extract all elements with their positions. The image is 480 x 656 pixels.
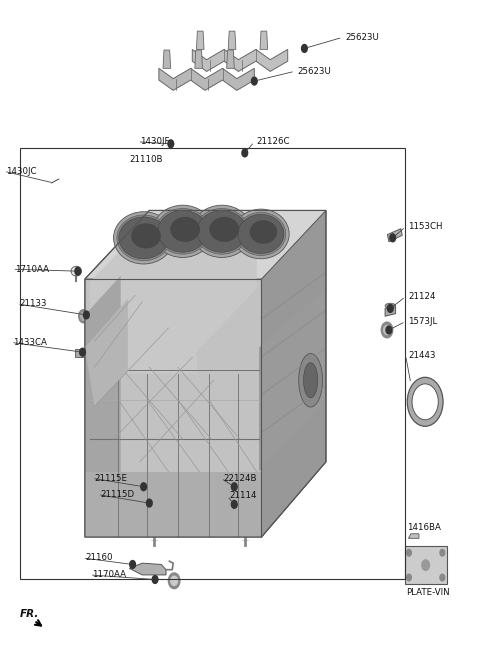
Polygon shape <box>385 306 396 316</box>
Polygon shape <box>192 49 288 72</box>
Polygon shape <box>85 298 128 406</box>
Ellipse shape <box>412 384 438 420</box>
Circle shape <box>384 325 390 335</box>
Circle shape <box>81 312 86 320</box>
Circle shape <box>242 149 248 157</box>
Text: 21133: 21133 <box>20 299 47 308</box>
Text: 1430JC: 1430JC <box>6 167 36 176</box>
Circle shape <box>407 550 411 556</box>
Ellipse shape <box>119 217 168 258</box>
Text: 1710AA: 1710AA <box>15 265 49 274</box>
Ellipse shape <box>131 223 161 249</box>
Circle shape <box>141 483 146 491</box>
Text: 21115D: 21115D <box>100 490 134 499</box>
Circle shape <box>422 560 430 570</box>
Circle shape <box>440 550 445 556</box>
Circle shape <box>168 573 180 588</box>
Circle shape <box>79 310 88 323</box>
Ellipse shape <box>236 213 286 255</box>
Polygon shape <box>262 211 326 537</box>
Text: PLATE-VIN: PLATE-VIN <box>406 588 450 597</box>
Circle shape <box>146 499 152 507</box>
Text: 21126C: 21126C <box>257 137 290 146</box>
Text: 21114: 21114 <box>229 491 257 501</box>
Text: 1433CA: 1433CA <box>13 338 47 347</box>
Text: 21160: 21160 <box>85 554 112 562</box>
Ellipse shape <box>238 215 284 253</box>
Ellipse shape <box>209 217 239 242</box>
Ellipse shape <box>71 266 82 276</box>
Polygon shape <box>408 534 419 539</box>
Ellipse shape <box>299 354 323 407</box>
Text: FR.: FR. <box>20 609 39 619</box>
Ellipse shape <box>197 211 247 252</box>
Ellipse shape <box>114 212 174 264</box>
Circle shape <box>231 483 237 491</box>
Text: 21124: 21124 <box>408 292 435 301</box>
Circle shape <box>84 311 89 319</box>
Circle shape <box>152 575 158 583</box>
Ellipse shape <box>156 209 209 254</box>
Polygon shape <box>85 472 262 537</box>
Circle shape <box>80 348 85 356</box>
Text: 21115E: 21115E <box>95 474 128 483</box>
Text: 1153CH: 1153CH <box>408 222 443 232</box>
Circle shape <box>252 77 257 85</box>
Ellipse shape <box>170 217 200 242</box>
Polygon shape <box>129 563 166 575</box>
Circle shape <box>381 322 393 338</box>
Text: 25623U: 25623U <box>297 67 331 76</box>
Polygon shape <box>90 220 257 374</box>
Circle shape <box>390 234 396 242</box>
Ellipse shape <box>195 209 249 254</box>
Polygon shape <box>85 276 120 518</box>
Polygon shape <box>159 68 254 91</box>
Polygon shape <box>85 211 326 279</box>
Ellipse shape <box>385 303 396 308</box>
Circle shape <box>231 501 237 508</box>
Text: 21110B: 21110B <box>129 155 163 164</box>
Polygon shape <box>85 211 326 537</box>
Bar <box>75 349 90 357</box>
Circle shape <box>301 45 307 52</box>
Ellipse shape <box>250 220 277 244</box>
Ellipse shape <box>153 205 213 257</box>
Circle shape <box>168 140 174 148</box>
Polygon shape <box>163 50 171 68</box>
Circle shape <box>440 574 445 581</box>
Ellipse shape <box>158 211 207 252</box>
Bar <box>405 546 446 584</box>
Text: 1170AA: 1170AA <box>92 571 126 579</box>
Polygon shape <box>227 50 234 68</box>
Polygon shape <box>196 31 204 49</box>
Circle shape <box>387 304 393 312</box>
Text: 1573JL: 1573JL <box>408 317 437 326</box>
Polygon shape <box>195 50 203 68</box>
Circle shape <box>75 267 81 275</box>
Polygon shape <box>260 31 268 49</box>
Bar <box>21 148 405 579</box>
Text: 1430JF: 1430JF <box>140 137 169 146</box>
Polygon shape <box>228 31 236 49</box>
Ellipse shape <box>117 215 170 260</box>
Text: 1416BA: 1416BA <box>407 523 441 532</box>
Polygon shape <box>387 229 402 242</box>
Polygon shape <box>259 289 325 472</box>
Circle shape <box>171 576 178 585</box>
Ellipse shape <box>192 205 252 257</box>
Ellipse shape <box>303 363 318 398</box>
Text: 21443: 21443 <box>408 351 435 360</box>
Ellipse shape <box>407 377 443 426</box>
Circle shape <box>130 560 135 568</box>
Circle shape <box>407 574 411 581</box>
Text: 22124B: 22124B <box>223 474 257 483</box>
Ellipse shape <box>233 209 289 258</box>
Circle shape <box>386 326 392 334</box>
Text: 25623U: 25623U <box>345 33 379 42</box>
